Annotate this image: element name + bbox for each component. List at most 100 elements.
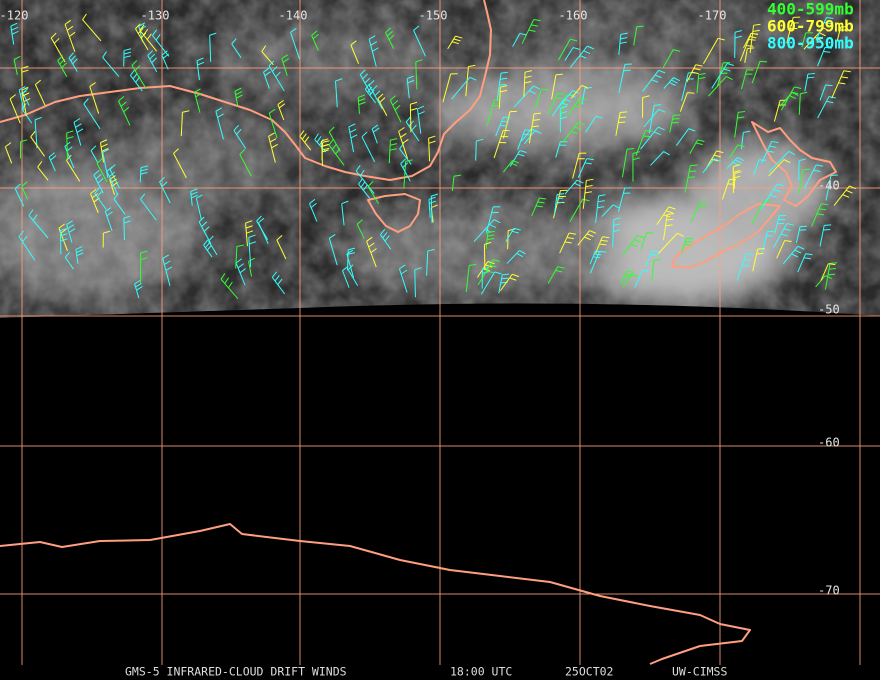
barb-tick (693, 67, 701, 71)
barb-tick (618, 121, 626, 124)
wind-barb (28, 209, 49, 239)
barb-shaft (161, 54, 169, 70)
wind-barb (21, 86, 31, 117)
wind-barb (486, 99, 502, 126)
barb-shaft (561, 121, 579, 144)
wind-barb (595, 236, 610, 254)
wind-barb (147, 50, 158, 73)
barb-tick (140, 257, 148, 261)
barb-tick (688, 128, 696, 132)
footer-text: 18:00 UTC (450, 665, 512, 679)
wind-barb (500, 273, 519, 292)
wind-barb (64, 19, 76, 52)
latitude-label: -70 (818, 584, 840, 598)
wind-barb (734, 110, 746, 138)
barb-shaft (797, 253, 807, 273)
barb-shaft (100, 142, 105, 163)
wind-barb (485, 230, 495, 249)
barb-tick (830, 262, 838, 264)
wind-barb (547, 266, 565, 284)
barb-shaft (109, 169, 120, 189)
wind-barb (776, 239, 792, 259)
barb-shaft (428, 138, 431, 162)
barb-tick (398, 127, 405, 132)
barb-tick (654, 131, 661, 136)
barb-shaft (399, 148, 412, 165)
barb-tick (533, 85, 541, 90)
wind-barb (196, 57, 205, 81)
barb-shaft (277, 104, 285, 121)
barb-tick (576, 179, 584, 184)
wind-barb (173, 148, 187, 179)
barb-shaft (314, 139, 327, 153)
barb-shaft (736, 253, 747, 281)
barb-shaft (786, 17, 794, 44)
barb-shaft (364, 89, 377, 104)
barb-tick (374, 90, 381, 97)
barb-tick (146, 33, 152, 40)
barb-tick (769, 145, 777, 148)
wind-barb (385, 27, 395, 49)
wind-barb (380, 228, 392, 250)
wind-barb (768, 159, 791, 177)
barb-shaft (517, 129, 526, 150)
barb-shaft (585, 115, 597, 133)
wind-barb (367, 181, 380, 205)
barb-tick (386, 31, 393, 37)
barb-shaft (159, 181, 171, 204)
barb-tick (21, 69, 29, 73)
barb-shaft (819, 84, 827, 101)
barb-shaft (520, 128, 532, 142)
barb-tick (523, 133, 531, 136)
barb-shaft (321, 140, 324, 167)
barb-shaft (90, 150, 99, 164)
barb-tick (331, 143, 337, 150)
barb-tick (269, 138, 277, 143)
barb-tick (493, 219, 501, 224)
wind-barb (795, 225, 808, 244)
barb-shaft (139, 167, 142, 183)
barb-tick (61, 62, 68, 69)
wind-barb (73, 118, 84, 146)
wind-barb (64, 251, 74, 270)
wind-barb (106, 166, 119, 196)
wind-barb (728, 144, 745, 159)
barb-tick (249, 241, 257, 245)
barb-tick (597, 200, 605, 203)
wind-barb (669, 114, 681, 133)
barb-tick (654, 104, 662, 106)
wind-barb (690, 200, 708, 223)
barb-shaft (657, 232, 678, 254)
barb-shaft (4, 146, 13, 164)
barb-tick (570, 38, 578, 42)
barb-tick (428, 140, 436, 144)
barb-shaft (358, 183, 371, 199)
barb-shaft (708, 76, 727, 97)
barb-tick (531, 24, 539, 27)
barb-shaft (726, 156, 739, 169)
barb-tick (68, 52, 75, 59)
barb-shaft (650, 151, 664, 166)
barb-tick (816, 213, 824, 216)
barb-tick (358, 178, 364, 185)
wind-barb (357, 94, 366, 114)
barb-shaft (577, 158, 588, 178)
barb-tick (723, 68, 731, 72)
barb-tick (516, 252, 524, 258)
barb-shaft (475, 140, 477, 161)
barb-tick (654, 74, 662, 79)
barb-tick (823, 27, 831, 32)
barb-tick (620, 37, 628, 40)
wind-barb (734, 30, 742, 58)
barb-tick (642, 269, 650, 272)
barb-tick (18, 230, 24, 237)
barb-shaft (90, 193, 99, 213)
barb-tick (602, 236, 610, 239)
barb-shaft (551, 98, 565, 117)
barb-tick (769, 194, 777, 198)
barb-tick (746, 45, 754, 47)
barb-tick (814, 36, 822, 41)
barb-tick (400, 269, 408, 275)
barb-tick (18, 86, 26, 91)
barb-tick (500, 89, 508, 93)
